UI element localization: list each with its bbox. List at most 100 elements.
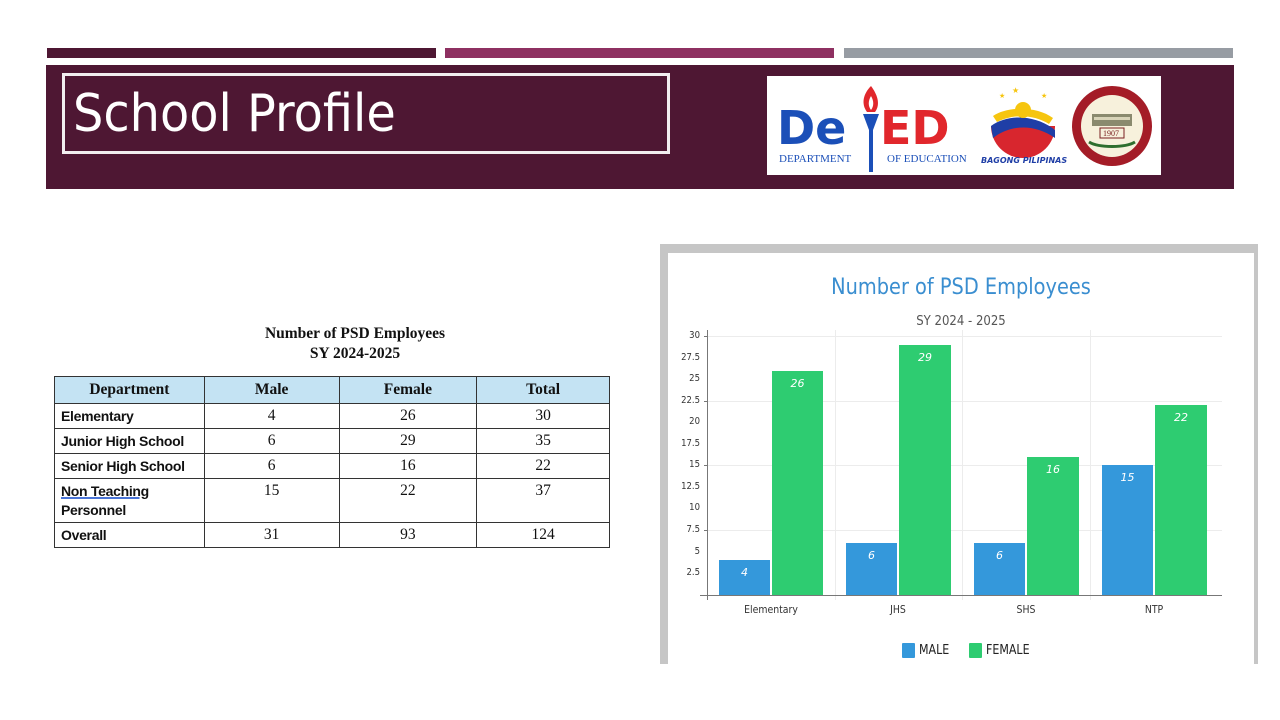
- y-tick-label: 30: [689, 330, 700, 341]
- cell-female: 26: [338, 403, 478, 429]
- bar-male-jhs: 6: [846, 543, 897, 595]
- y-tick-label: 12.5: [681, 481, 700, 492]
- logos-image: De ED DEPARTMENT OF EDUCATION ★ ★ ★ BAGO…: [777, 86, 1152, 172]
- deped-logo-icon: De ED DEPARTMENT OF EDUCATION: [777, 86, 967, 172]
- gridline-vertical: [962, 330, 963, 600]
- header-male: Male: [203, 376, 340, 404]
- table-row: Elementary 4 26 30: [54, 403, 610, 429]
- y-tick-label: 5: [694, 546, 700, 557]
- cell-male: 6: [203, 453, 340, 479]
- chart-title: Number of PSD Employees: [831, 275, 1091, 300]
- bar-female-elementary: 26: [772, 371, 823, 595]
- y-tick-mark: [704, 401, 707, 402]
- table-title: Number of PSD Employees: [264, 325, 446, 342]
- table-subtitle: SY 2024-2025: [309, 345, 401, 362]
- chart-subtitle: SY 2024 - 2025: [916, 314, 1006, 329]
- header-female: Female: [338, 376, 478, 404]
- cell-female: 93: [338, 522, 478, 548]
- svg-text:DEPARTMENT: DEPARTMENT: [779, 153, 852, 165]
- svg-text:De: De: [777, 101, 846, 155]
- y-tick-label: 17.5: [681, 438, 700, 449]
- accent-stripe-dark: [47, 48, 436, 58]
- cell-department: Junior High School: [54, 428, 205, 454]
- cell-male: 4: [203, 403, 340, 429]
- slide-title: School Profile: [73, 84, 396, 144]
- y-tick-label: 7.5: [686, 524, 700, 535]
- bagong-pilipinas-logo-icon: ★ ★ ★ BAGONG PILIPINAS: [981, 86, 1067, 165]
- bar-value-label: 29: [918, 351, 932, 364]
- bar-value-label: 6: [868, 549, 875, 562]
- legend-swatch-female-icon: [968, 643, 982, 658]
- logo-panel: De ED DEPARTMENT OF EDUCATION ★ ★ ★ BAGO…: [767, 76, 1161, 175]
- svg-text:1907: 1907: [1103, 129, 1119, 138]
- gridline-vertical: [835, 330, 836, 600]
- y-tick-label: 15: [689, 459, 700, 470]
- accent-stripe-magenta: [445, 48, 834, 58]
- legend-label: FEMALE: [985, 643, 1030, 658]
- bar-female-jhs: 29: [899, 345, 951, 595]
- x-axis: [700, 595, 1222, 596]
- bar-value-label: 4: [741, 566, 748, 579]
- legend-item-male[interactable]: MALE: [902, 643, 955, 658]
- table-header-row: Department Male Female Total: [54, 376, 610, 404]
- chart-legend: MALE FEMALE: [902, 643, 1051, 658]
- svg-text:BAGONG PILIPINAS: BAGONG PILIPINAS: [981, 156, 1067, 165]
- bar-male-shs: 6: [974, 543, 1025, 595]
- bar-male-elementary: 4: [719, 560, 770, 595]
- cell-total: 37: [476, 478, 610, 523]
- school-seal-icon: 1907: [1072, 86, 1152, 166]
- cell-department: Non Teaching Personnel: [54, 478, 205, 523]
- bar-value-label: 22: [1174, 411, 1188, 424]
- department-line2: Personnel: [61, 502, 126, 518]
- svg-text:★: ★: [1012, 86, 1019, 95]
- gridline: [707, 336, 1222, 337]
- cell-male: 15: [203, 478, 340, 523]
- table-row: Non Teaching Personnel 15 22 37: [54, 478, 610, 523]
- cell-female: 22: [338, 478, 478, 523]
- cell-department: Overall: [54, 522, 205, 548]
- legend-item-female[interactable]: FEMALE: [968, 643, 1037, 658]
- table-row: Junior High School 6 29 35: [54, 428, 610, 454]
- title-box: School Profile: [62, 73, 670, 154]
- department-line1: Non Teaching: [61, 483, 149, 499]
- table-row-total: Overall 31 93 124: [54, 522, 610, 548]
- legend-label: MALE: [919, 643, 950, 658]
- x-tick-label: NTP: [1144, 603, 1164, 616]
- cell-total: 30: [476, 403, 610, 429]
- y-tick-mark: [704, 465, 707, 466]
- table-caption: Number of PSD Employees SY 2024-2025: [200, 324, 510, 364]
- x-tick-label: JHS: [890, 603, 906, 616]
- legend-swatch-male-icon: [902, 643, 915, 658]
- bar-value-label: 15: [1120, 471, 1135, 484]
- cell-male: 6: [203, 428, 340, 454]
- cell-female: 16: [338, 453, 478, 479]
- gridline-vertical: [1090, 330, 1091, 600]
- gridline: [707, 465, 1222, 466]
- bar-female-shs: 16: [1027, 457, 1079, 595]
- svg-text:OF EDUCATION: OF EDUCATION: [887, 153, 967, 165]
- cell-total: 35: [476, 428, 610, 454]
- svg-text:★: ★: [1041, 92, 1047, 100]
- gridline: [707, 530, 1222, 531]
- cell-male: 31: [203, 522, 340, 548]
- bar-value-label: 26: [790, 377, 805, 390]
- cell-total: 22: [476, 453, 610, 479]
- gridline: [707, 401, 1222, 402]
- y-tick-label: 25: [689, 373, 700, 384]
- y-tick-label: 20: [689, 416, 700, 427]
- y-axis: [707, 330, 708, 600]
- cell-total: 124: [476, 522, 610, 548]
- cell-department: Senior High School: [54, 453, 205, 479]
- bar-male-ntp: 15: [1102, 465, 1153, 595]
- accent-stripe-gray: [844, 48, 1233, 58]
- y-tick-mark: [704, 530, 707, 531]
- bar-female-ntp: 22: [1155, 405, 1207, 595]
- x-tick-label: SHS: [1016, 603, 1036, 616]
- header-department: Department: [54, 376, 205, 404]
- y-tick-mark: [704, 336, 707, 337]
- employees-table: Department Male Female Total Elementary …: [54, 376, 610, 548]
- cell-department: Elementary: [54, 403, 205, 429]
- cell-female: 29: [338, 428, 478, 454]
- table-row: Senior High School 6 16 22: [54, 453, 610, 479]
- bar-value-label: 6: [996, 549, 1003, 562]
